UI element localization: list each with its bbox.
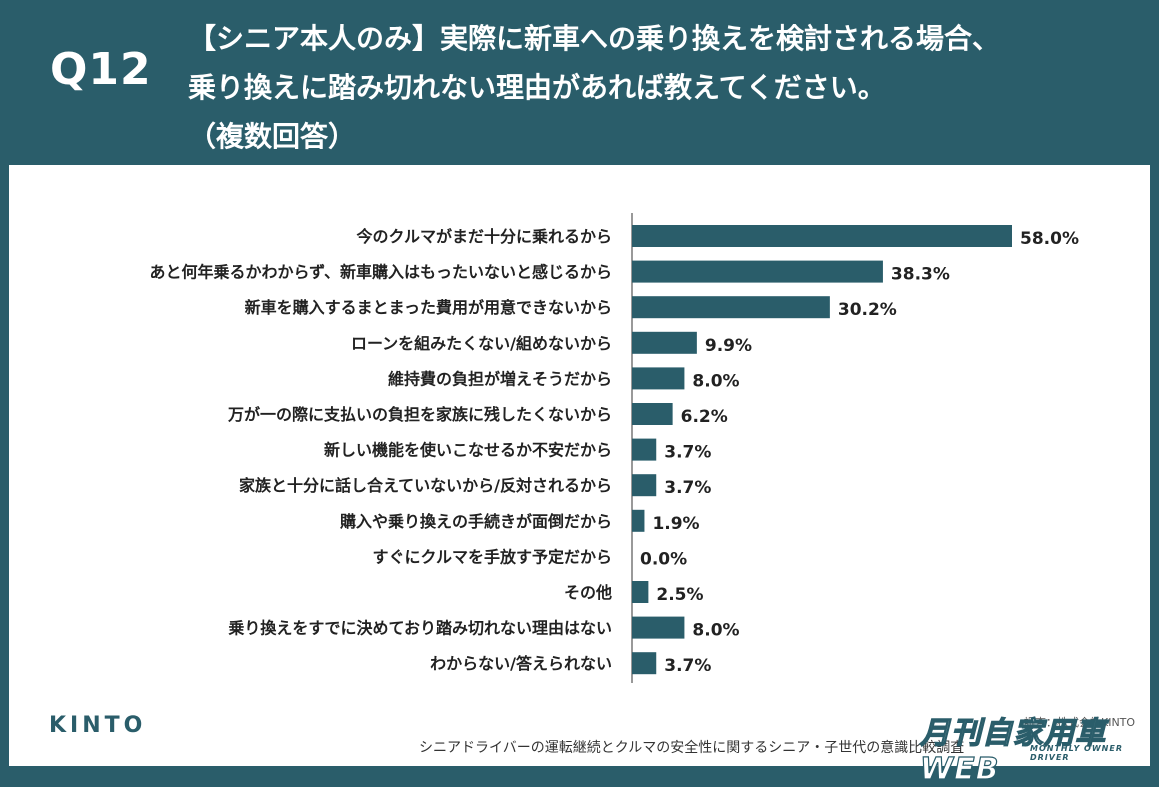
category-label: 今のクルマがまだ十分に乗れるから bbox=[355, 227, 612, 246]
bar bbox=[632, 581, 649, 603]
category-label: その他 bbox=[564, 583, 612, 602]
kinto-logo: KINTO bbox=[49, 713, 147, 738]
bar bbox=[632, 225, 1012, 247]
value-label: 30.2% bbox=[838, 300, 897, 320]
value-label: 58.0% bbox=[1020, 229, 1079, 249]
value-label: 9.9% bbox=[705, 336, 752, 356]
logo-tag: 調査：株式会社KINTO bbox=[1024, 716, 1136, 729]
value-label: 3.7% bbox=[664, 656, 711, 676]
value-label: 8.0% bbox=[692, 621, 739, 641]
question-title-line-3: （複数回答） bbox=[188, 120, 357, 153]
bar bbox=[632, 438, 657, 461]
value-label: 3.7% bbox=[664, 443, 711, 463]
question-title-line-1: 【シニア本人のみ】実際に新車への乗り換えを検討される場合、 bbox=[188, 22, 1001, 55]
category-label: 万が一の際に支払いの負担を家族に残したくないから bbox=[227, 405, 612, 424]
survey-note: シニアドライバーの運転継続とクルマの安全性に関するシニア・子世代の意識比較調査 bbox=[419, 740, 965, 756]
value-label: 3.7% bbox=[664, 478, 711, 498]
header: Q12 【シニア本人のみ】実際に新車への乗り換えを検討される場合、 乗り換えに踏… bbox=[0, 0, 1159, 165]
value-label: 1.9% bbox=[652, 514, 699, 534]
bar bbox=[632, 509, 645, 532]
bar bbox=[632, 331, 697, 354]
bar bbox=[632, 403, 673, 425]
value-label: 2.5% bbox=[656, 585, 703, 605]
value-label: 0.0% bbox=[640, 549, 687, 569]
category-label: わからない/答えられない bbox=[430, 654, 612, 673]
category-label: あと何年乗るかわからず、新車購入はもったいないと感じるから bbox=[149, 263, 612, 282]
bar bbox=[632, 616, 685, 639]
category-label: 新車を購入するまとまった費用が用意できないから bbox=[245, 298, 612, 317]
bar bbox=[632, 652, 657, 675]
question-title: 【シニア本人のみ】実際に新車への乗り換えを検討される場合、 乗り換えに踏み切れな… bbox=[188, 14, 1138, 161]
category-label: ローンを組みたくない/組めないから bbox=[351, 334, 612, 353]
bar bbox=[632, 296, 830, 319]
value-label: 8.0% bbox=[692, 371, 739, 391]
category-label: 購入や乗り換えの手続きが面倒だから bbox=[339, 512, 612, 531]
magazine-logo: 調査：株式会社KINTO 月刊自家用車WEB MONTHLY OWNER DRI… bbox=[914, 708, 1139, 787]
chart-panel: 今のクルマがまだ十分に乗れるから 58.0% あと何年乗るかわからず、新車購入はもっ… bbox=[9, 165, 1150, 787]
bar bbox=[632, 367, 685, 390]
category-label: すぐにクルマを手放す予定だから bbox=[372, 547, 612, 566]
bar bbox=[632, 260, 883, 283]
question-number: Q12 bbox=[50, 44, 152, 95]
category-label: 家族と十分に話し合えていないから/反対されるから bbox=[239, 476, 612, 495]
category-label: 維持費の負担が増えそうだから bbox=[388, 369, 612, 388]
value-label: 6.2% bbox=[681, 407, 728, 427]
category-label: 新しい機能を使いこなせるか不安だから bbox=[324, 441, 612, 460]
category-label: 乗り換えをすでに決めており踏み切れない理由はない bbox=[228, 619, 612, 638]
bar bbox=[632, 474, 657, 497]
question-title-line-2: 乗り換えに踏み切れない理由があれば教えてください。 bbox=[188, 71, 886, 104]
value-label: 38.3% bbox=[891, 265, 950, 285]
bar-chart: 今のクルマがまだ十分に乗れるから 58.0% あと何年乗るかわからず、新車購入はもっ… bbox=[149, 213, 1079, 683]
logo-sub: MONTHLY OWNER DRIVER bbox=[1030, 744, 1123, 762]
